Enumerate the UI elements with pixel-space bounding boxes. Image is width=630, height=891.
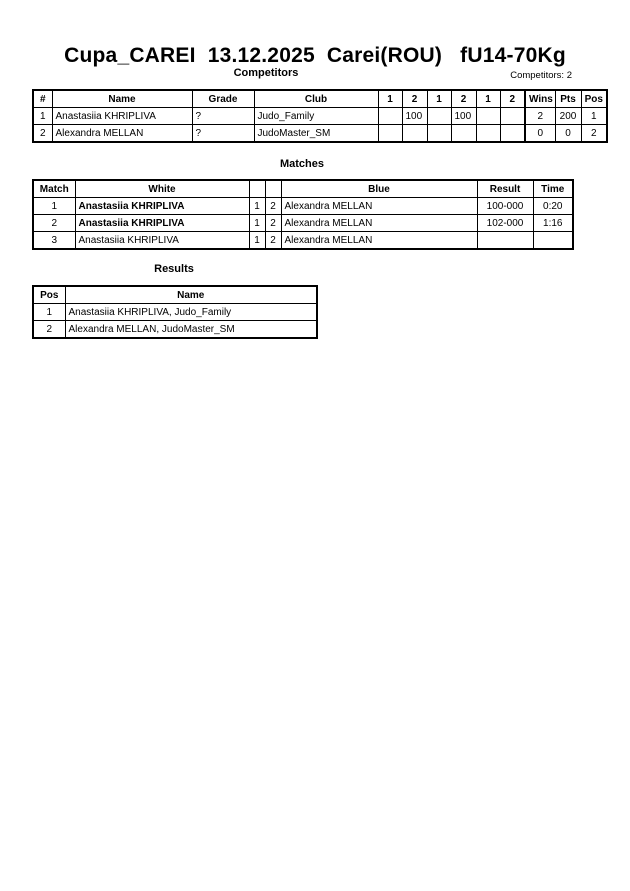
results-section-caption: Results: [154, 263, 194, 275]
cell-score-5: [475, 107, 501, 125]
cell-num: 2: [32, 124, 53, 143]
table-row: 2 Anastasiia KHRIPLIVA 1 2 Alexandra MEL…: [32, 214, 574, 232]
cell-result: 100-000: [476, 197, 534, 215]
cell-blue: Alexandra MELLAN: [280, 231, 478, 250]
header-round-5: 1: [475, 89, 501, 108]
cell-score-6: [499, 124, 526, 143]
competitors-count-label: Competitors: 2: [510, 70, 572, 81]
cell-white-number: 1: [248, 197, 266, 215]
results-table: Pos Name 1 Anastasiia KHRIPLIVA, Judo_Fa…: [32, 285, 318, 339]
header-name: Name: [51, 89, 193, 108]
cell-score-1: [377, 107, 403, 125]
table-row: 2 Alexandra MELLAN ? JudoMaster_SM 0 0 2: [32, 124, 608, 143]
header-club: Club: [253, 89, 379, 108]
cell-match: 2: [32, 214, 76, 232]
cell-blue: Alexandra MELLAN: [280, 214, 478, 232]
cell-pos: 2: [32, 320, 66, 339]
cell-grade: ?: [191, 107, 255, 125]
cell-score-6: [499, 107, 526, 125]
cell-wins: 2: [524, 107, 556, 125]
cell-score-3: [426, 107, 452, 125]
competitors-table: # Name Grade Club 1 2 1 2 1 2 Wins Pts P…: [32, 89, 608, 143]
cell-score-5: [475, 124, 501, 143]
header-grade: Grade: [191, 89, 255, 108]
cell-name: Anastasiia KHRIPLIVA: [51, 107, 193, 125]
header-round-2: 2: [401, 89, 428, 108]
header-wins: Wins: [524, 89, 556, 108]
header-time: Time: [532, 179, 574, 198]
table-row: 1 Anastasiia KHRIPLIVA 1 2 Alexandra MEL…: [32, 197, 574, 215]
competitors-section-caption: Competitors: [233, 67, 299, 79]
cell-name: Alexandra MELLAN, JudoMaster_SM: [64, 320, 318, 339]
cell-score-1: [377, 124, 403, 143]
cell-white: Anastasiia KHRIPLIVA: [74, 197, 250, 215]
matches-section-caption: Matches: [279, 158, 325, 170]
header-round-6: 2: [499, 89, 526, 108]
table-row: 2 Alexandra MELLAN, JudoMaster_SM: [32, 320, 318, 339]
table-header-row: Pos Name: [32, 285, 318, 304]
cell-grade: ?: [191, 124, 255, 143]
cell-result: [476, 231, 534, 250]
cell-blue-number: 2: [264, 231, 282, 250]
header-match: Match: [32, 179, 76, 198]
cell-blue-number: 2: [264, 214, 282, 232]
cell-num: 1: [32, 107, 53, 125]
cell-white: Anastasiia KHRIPLIVA: [74, 214, 250, 232]
header-round-1: 1: [377, 89, 403, 108]
header-blue: Blue: [280, 179, 478, 198]
matches-table: Match White Blue Result Time 1 Anastasii…: [32, 179, 574, 250]
header-pos: Pos: [32, 285, 66, 304]
cell-pos: 1: [32, 303, 66, 321]
cell-score-4: 100: [450, 107, 477, 125]
header-pos: Pos: [580, 89, 608, 108]
cell-white: Anastasiia KHRIPLIVA: [74, 231, 250, 250]
cell-result: 102-000: [476, 214, 534, 232]
header-round-3: 1: [426, 89, 452, 108]
cell-white-number: 1: [248, 231, 266, 250]
table-header-row: # Name Grade Club 1 2 1 2 1 2 Wins Pts P…: [32, 89, 608, 108]
cell-pos: 2: [580, 124, 608, 143]
header-white-number: [248, 179, 266, 198]
cell-score-2: 100: [401, 107, 428, 125]
header-round-4: 2: [450, 89, 477, 108]
table-row: 3 Anastasiia KHRIPLIVA 1 2 Alexandra MEL…: [32, 231, 574, 250]
cell-club: Judo_Family: [253, 107, 379, 125]
cell-score-3: [426, 124, 452, 143]
table-row: 1 Anastasiia KHRIPLIVA, Judo_Family: [32, 303, 318, 321]
cell-time: 0:20: [532, 197, 574, 215]
cell-name: Alexandra MELLAN: [51, 124, 193, 143]
table-header-row: Match White Blue Result Time: [32, 179, 574, 198]
header-pts: Pts: [554, 89, 582, 108]
cell-wins: 0: [524, 124, 556, 143]
table-row: 1 Anastasiia KHRIPLIVA ? Judo_Family 100…: [32, 107, 608, 125]
header-num: #: [32, 89, 53, 108]
cell-score-2: [401, 124, 428, 143]
header-name: Name: [64, 285, 318, 304]
cell-blue-number: 2: [264, 197, 282, 215]
cell-pts: 0: [554, 124, 582, 143]
header-white: White: [74, 179, 250, 198]
cell-pts: 200: [554, 107, 582, 125]
cell-blue: Alexandra MELLAN: [280, 197, 478, 215]
cell-name: Anastasiia KHRIPLIVA, Judo_Family: [64, 303, 318, 321]
header-blue-number: [264, 179, 282, 198]
header-result: Result: [476, 179, 534, 198]
cell-score-4: [450, 124, 477, 143]
cell-pos: 1: [580, 107, 608, 125]
cell-match: 1: [32, 197, 76, 215]
cell-club: JudoMaster_SM: [253, 124, 379, 143]
cell-time: 1:16: [532, 214, 574, 232]
cell-time: [532, 231, 574, 250]
cell-white-number: 1: [248, 214, 266, 232]
page-title: Cupa_CAREI 13.12.2025 Carei(ROU) fU14-70…: [64, 44, 566, 67]
cell-match: 3: [32, 231, 76, 250]
